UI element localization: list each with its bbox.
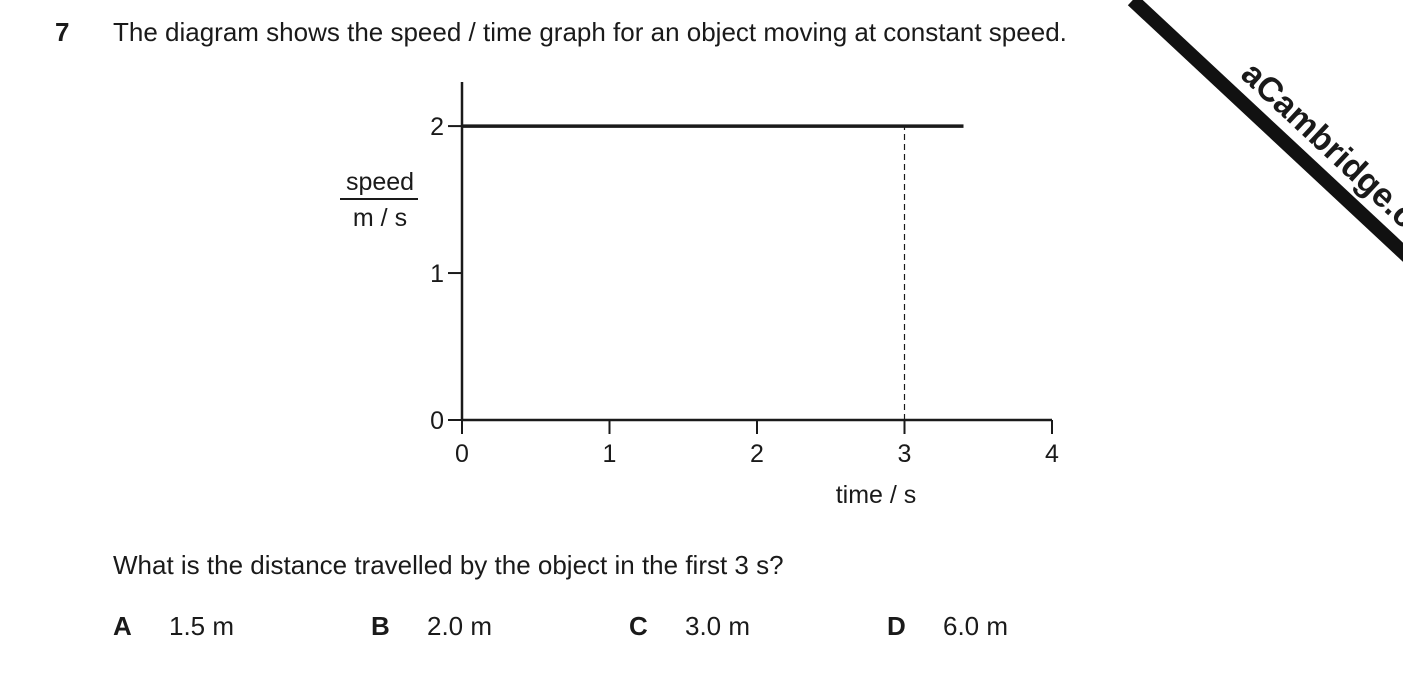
watermark: aCambridge.c: [1127, 0, 1403, 265]
watermark-text: aCambridge.c: [1234, 54, 1403, 235]
y-tick-label: 1: [430, 260, 444, 288]
watermark-edge: [1127, 0, 1403, 265]
option-text[interactable]: 1.5 m: [169, 611, 234, 641]
option-letter[interactable]: A: [113, 611, 132, 641]
watermark-band: [1137, 0, 1403, 255]
x-tick-label: 4: [1045, 440, 1059, 468]
option-letter[interactable]: C: [629, 611, 648, 641]
question-prompt: What is the distance travelled by the ob…: [113, 550, 784, 580]
x-tick-label: 2: [750, 440, 764, 468]
y-label-quantity: speed: [346, 168, 414, 196]
y-label-unit: m / s: [353, 204, 407, 232]
option-text[interactable]: 6.0 m: [943, 611, 1008, 641]
question-number: 7: [55, 17, 69, 47]
x-tick-label: 3: [898, 440, 912, 468]
x-label: time / s: [836, 481, 917, 509]
x-tick-label: 0: [455, 440, 469, 468]
options: A 1.5 m B 2.0 m C 3.0 m D 6.0 m: [113, 611, 1008, 641]
x-tick-label: 1: [603, 440, 617, 468]
y-tick-label: 2: [430, 113, 444, 141]
y-tick-label: 0: [430, 407, 444, 435]
plot: 0 1 2 0 1 2 3 4: [430, 82, 1059, 468]
option-text[interactable]: 3.0 m: [685, 611, 750, 641]
question-text: The diagram shows the speed / time graph…: [113, 17, 1067, 47]
option-letter[interactable]: D: [887, 611, 906, 641]
option-text[interactable]: 2.0 m: [427, 611, 492, 641]
option-letter[interactable]: B: [371, 611, 390, 641]
